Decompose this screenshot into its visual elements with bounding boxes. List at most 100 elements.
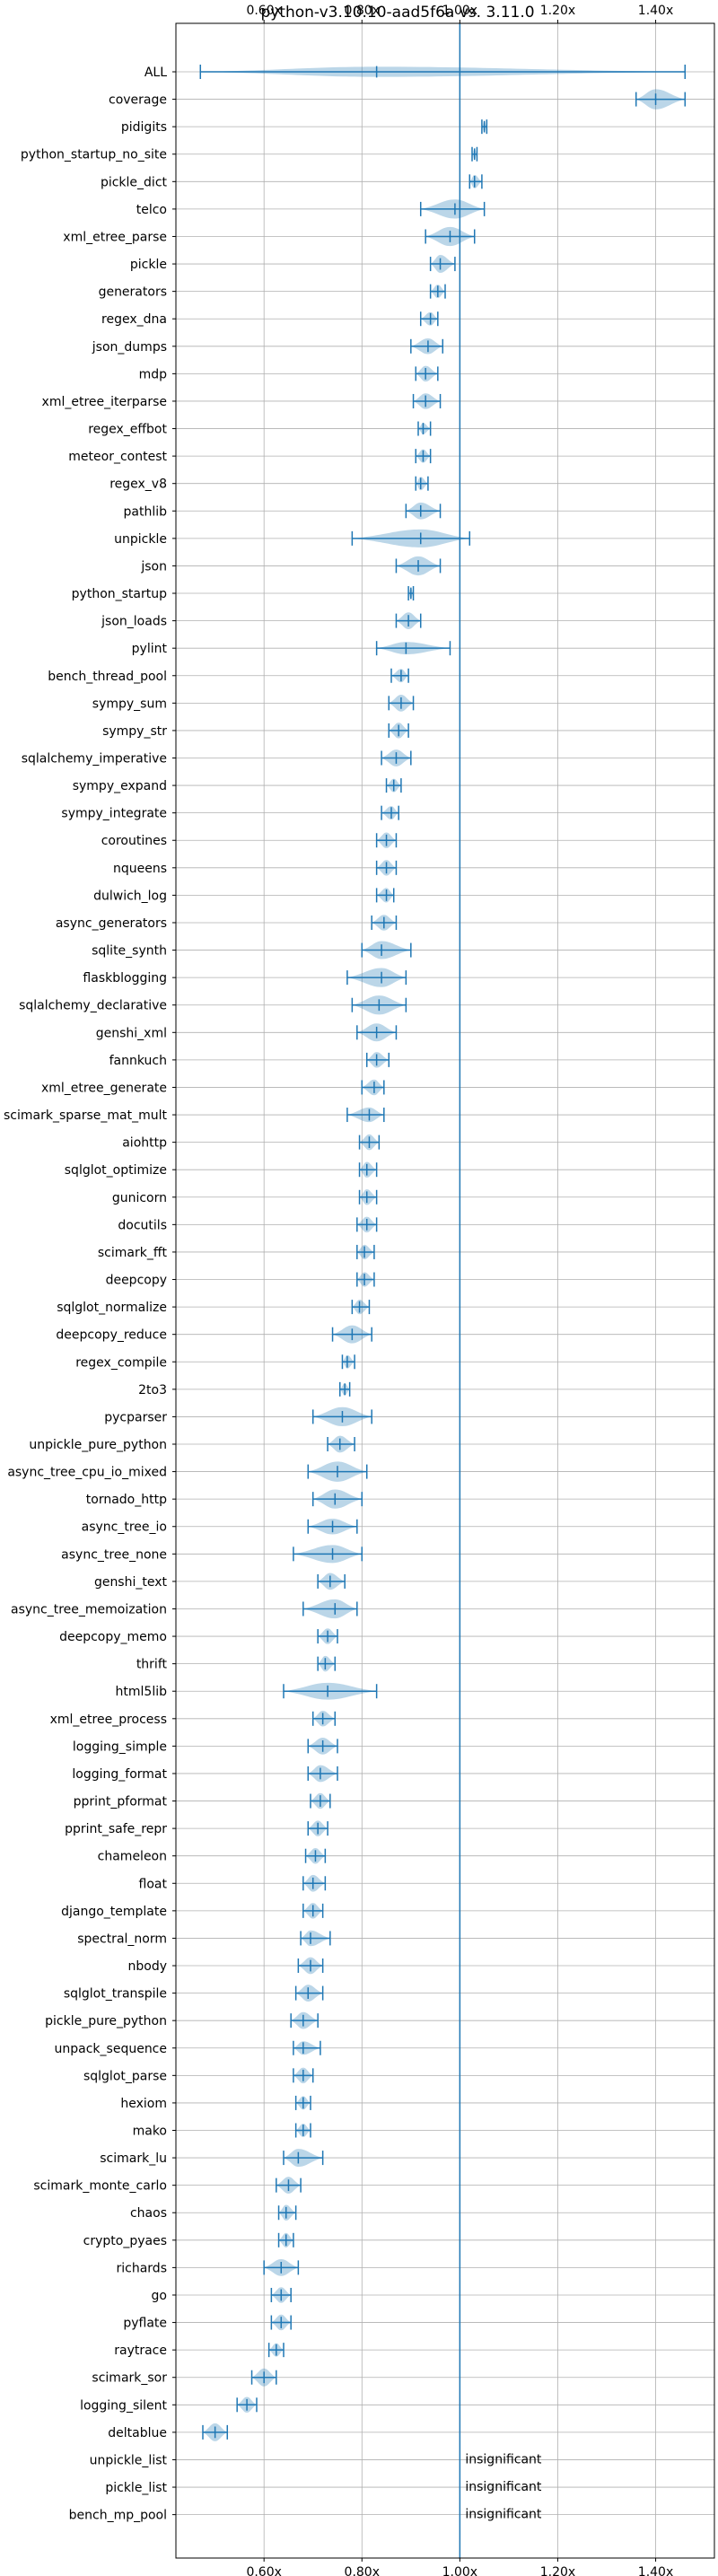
- benchmark-label-scimark-lu: scimark_lu: [100, 2151, 167, 2166]
- benchmark-label-scimark-sparse-mat-mult: scimark_sparse_mat_mult: [4, 1108, 167, 1123]
- benchmark-label-regex-effbot: regex_effbot: [88, 423, 167, 437]
- benchmark-label-go: go: [152, 2289, 167, 2303]
- benchmark-label-deepcopy-reduce: deepcopy_reduce: [56, 1328, 167, 1343]
- benchmark-label-2to3: 2to3: [138, 1383, 167, 1398]
- benchmark-label-gunicorn: gunicorn: [112, 1191, 167, 1205]
- benchmark-label-python-startup: python_startup: [72, 587, 167, 601]
- violin-chaos: [277, 2204, 297, 2221]
- violin-sqlglot-parse: [293, 2067, 314, 2084]
- benchmark-label-xml-etree-parse: xml_etree_parse: [63, 230, 167, 244]
- benchmark-label-coroutines: coroutines: [101, 834, 167, 848]
- violin-sqlalchemy-imperative: [381, 749, 412, 767]
- benchmark-label-deepcopy-memo: deepcopy_memo: [59, 1630, 167, 1644]
- x-tick-top-4: 1.40x: [638, 4, 673, 18]
- benchmark-label-telco: telco: [136, 203, 167, 217]
- violin-unpickle: [351, 529, 471, 548]
- violin-telco: [419, 199, 486, 219]
- violin-nqueens: [375, 860, 398, 876]
- benchmark-label-pickle-pure-python: pickle_pure_python: [45, 2014, 167, 2028]
- benchmark-label-generators: generators: [99, 285, 167, 300]
- violin-django-template: [302, 1903, 324, 1919]
- violin-logging-silent: [236, 2396, 258, 2414]
- insignificant-note-bench-mp-pool: insignificant: [465, 2508, 542, 2522]
- benchmark-label-aiohttp: aiohttp: [122, 1136, 167, 1151]
- x-tick-bottom-3: 1.20x: [540, 2565, 575, 2576]
- violin-raytrace: [267, 2343, 285, 2358]
- violin-xml-etree-generate: [361, 1079, 385, 1096]
- violin-json-loads: [395, 612, 422, 629]
- benchmark-label-sympy-integrate: sympy_integrate: [61, 807, 167, 821]
- violin-pprint-pformat: [310, 1792, 331, 1809]
- x-axis-ticks: 0.60x 0.60x 0.80x 0.80x 1.00x 1.00x 1.20x 1.20x…: [246, 4, 673, 2576]
- x-tick-top-0: 0.60x: [246, 4, 281, 18]
- benchmark-label-bench-thread-pool: bench_thread_pool: [48, 670, 167, 684]
- violin-spectral-norm: [300, 1930, 331, 1947]
- violin-richards: [263, 2259, 300, 2276]
- violin-sympy-str: [388, 723, 409, 739]
- benchmark-label-mdp: mdp: [139, 367, 168, 381]
- violin-go: [270, 2287, 292, 2303]
- benchmark-label-spectral-norm: spectral_norm: [77, 1932, 167, 1946]
- violin-sqlglot-transpile: [294, 1985, 324, 2002]
- benchmark-label-sqlglot-transpile: sqlglot_transpile: [64, 1987, 167, 2002]
- violin-mdp: [415, 365, 439, 382]
- violin-html5lib: [283, 1682, 378, 1700]
- violin-unpack-sequence: [293, 2040, 321, 2055]
- benchmark-label-fannkuch: fannkuch: [109, 1054, 167, 1068]
- violin-layer: insignificant insignificant insignificant: [199, 65, 687, 2522]
- violin-async-tree-memoization: [302, 1599, 358, 1619]
- benchmark-label-thrift: thrift: [136, 1658, 168, 1672]
- benchmark-label-pickle-dict: pickle_dict: [101, 175, 168, 189]
- benchmark-label-pprint-pformat: pprint_pformat: [74, 1795, 168, 1809]
- violin-deepcopy-reduce: [331, 1325, 372, 1344]
- benchmark-label-chameleon: chameleon: [98, 1850, 167, 1864]
- violin-thrift: [317, 1655, 337, 1672]
- benchmark-label-hexiom: hexiom: [120, 2097, 167, 2111]
- violin-async-generators: [371, 915, 398, 931]
- benchmark-label-sqlglot-normalize: sqlglot_normalize: [57, 1301, 167, 1315]
- benchmark-label-nqueens: nqueens: [113, 862, 167, 876]
- violin-flaskblogging: [346, 968, 407, 987]
- benchmark-label-mako: mako: [133, 2125, 167, 2139]
- x-tick-top-2: 1.00x: [442, 4, 477, 18]
- benchmark-label-html5lib: html5lib: [116, 1685, 168, 1699]
- violin-gunicorn: [358, 1189, 378, 1205]
- violin-sqlglot-normalize: [351, 1299, 371, 1315]
- x-tick-top-3: 1.20x: [540, 4, 575, 18]
- benchmark-label-sqlalchemy-declarative: sqlalchemy_declarative: [19, 999, 167, 1013]
- violin-sympy-integrate: [381, 805, 399, 820]
- benchmark-label-docutils: docutils: [118, 1218, 167, 1232]
- benchmark-label-xml-etree-process: xml_etree_process: [50, 1713, 167, 1727]
- violin-pprint-safe-repr: [307, 1820, 328, 1836]
- insignificant-note-pickle-list: insignificant: [465, 2480, 542, 2494]
- violin-float: [302, 1874, 327, 1892]
- violin-logging-format: [307, 1765, 338, 1783]
- benchmark-label-unpack-sequence: unpack_sequence: [55, 2042, 167, 2056]
- violin-pickle-dict: [468, 174, 483, 189]
- violin-nbody: [297, 1957, 324, 1975]
- benchmark-label-async-tree-none: async_tree_none: [61, 1547, 167, 1562]
- x-tick-bottom-1: 0.80x: [345, 2565, 380, 2576]
- violin-scimark-sor: [250, 2368, 277, 2387]
- violin-pycparser: [311, 1406, 372, 1427]
- violin-coverage: [635, 89, 687, 110]
- violin-async-tree-none: [293, 1545, 363, 1564]
- violin-mako: [294, 2123, 311, 2138]
- violin-scimark-lu: [283, 2149, 324, 2168]
- benchmark-label-deltablue: deltablue: [108, 2426, 167, 2440]
- benchmark-label-async-tree-cpu-io-mixed: async_tree_cpu_io_mixed: [7, 1466, 167, 1480]
- x-tick-bottom-2: 1.00x: [442, 2565, 477, 2576]
- benchmark-label-regex-dna: regex_dna: [101, 312, 167, 327]
- violin-async-tree-io: [307, 1518, 358, 1535]
- benchmark-label-python-startup-no-site: python_startup_no_site: [21, 148, 167, 162]
- violin-aiohttp: [358, 1134, 381, 1151]
- violin-pickle-pure-python: [290, 2011, 319, 2029]
- violin-sympy-expand: [385, 778, 402, 793]
- benchmark-label-unpickle: unpickle: [114, 532, 167, 547]
- benchmark-label-float: float: [139, 1877, 168, 1891]
- violin-hexiom: [294, 2095, 311, 2110]
- benchmark-label-pathlib: pathlib: [124, 504, 168, 519]
- violin-all: [199, 65, 687, 79]
- violin-tornado-http: [311, 1489, 363, 1509]
